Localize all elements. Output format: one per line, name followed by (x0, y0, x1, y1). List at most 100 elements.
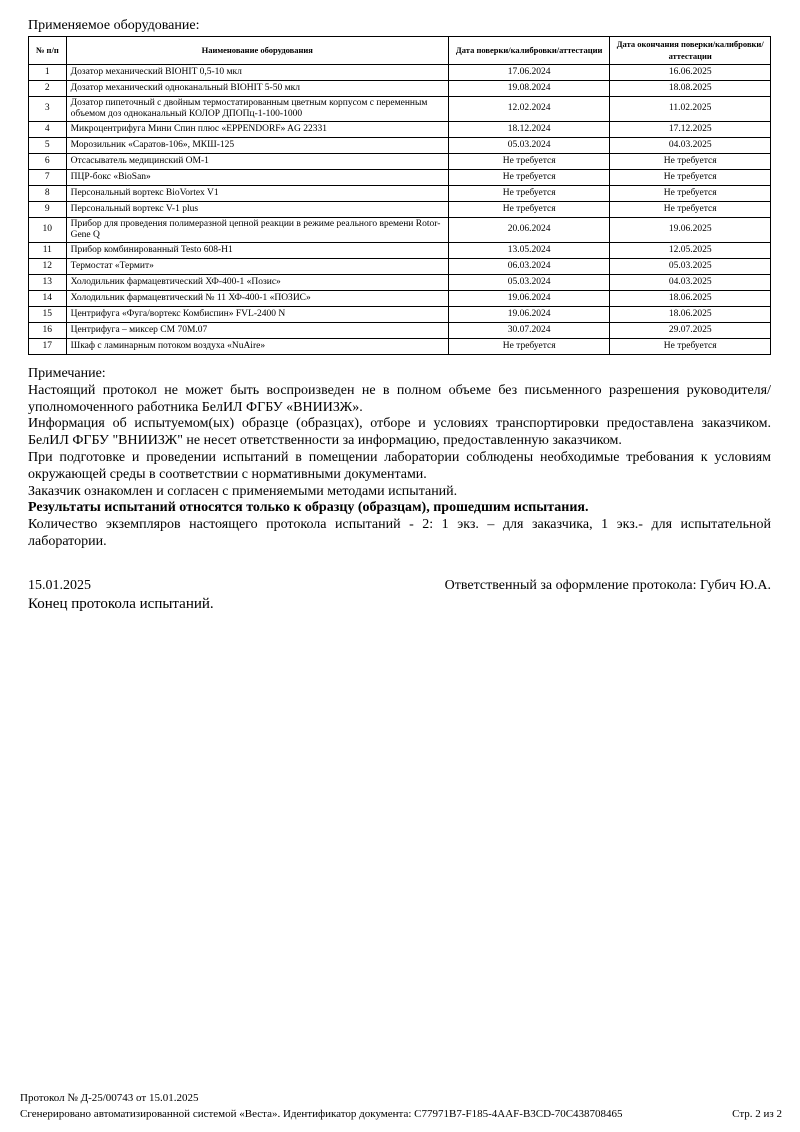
table-row: 14 Холодильник фармацевтический № 11 ХФ-4… (28, 290, 771, 307)
row-number: 13 (28, 274, 67, 291)
row-number: 2 (28, 80, 67, 97)
expiry-date: Не требуется (609, 153, 771, 170)
expiry-date: Не требуется (609, 169, 771, 186)
row-number: 7 (28, 169, 67, 186)
verification-date: Не требуется (447, 338, 611, 355)
equipment-name: Центрифуга – миксер CM 70M.07 (65, 322, 449, 339)
row-number: 4 (28, 121, 67, 138)
expiry-date: 04.03.2025 (609, 274, 771, 291)
expiry-date: 16.06.2025 (609, 64, 771, 81)
row-number: 9 (28, 201, 67, 218)
verification-date: 19.08.2024 (447, 80, 611, 97)
equipment-name: Шкаф с ламинарным потоком воздуха «NuAir… (65, 338, 449, 355)
generated-by: Сгенерировано автоматизированной системо… (20, 1107, 623, 1120)
expiry-date: 12.05.2025 (609, 242, 771, 259)
verification-date: 19.06.2024 (447, 290, 611, 307)
row-number: 16 (28, 322, 67, 339)
signature-date: 15.01.2025 (28, 578, 91, 593)
note-paragraph: Настоящий протокол не может быть воспрои… (28, 382, 771, 415)
note-paragraph: Заказчик ознакомлен и согласен с применя… (28, 483, 458, 499)
table-row: 12 Термостат «Термит» 06.03.2024 05.03.2025 (28, 258, 771, 275)
equipment-name: Термостат «Термит» (65, 258, 449, 275)
equipment-name: ПЦР-бокс «BioSan» (65, 169, 449, 186)
equipment-name: Микроцентрифуга Мини Спин плюс «EPPENDOR… (65, 121, 449, 138)
equipment-name: Персональный вортекс BioVortex V1 (65, 185, 449, 202)
table-row: 8 Персональный вортекс BioVortex V1 Не тре… (28, 185, 771, 202)
verification-date: 30.07.2024 (447, 322, 611, 339)
equipment-table: № п/п Наименование оборудования Дата повер… (28, 36, 771, 355)
equipment-name: Отсасыватель медицинский ОМ-1 (65, 153, 449, 170)
row-number: 1 (28, 64, 67, 81)
expiry-date: Не требуется (609, 201, 771, 218)
verification-date: 20.06.2024 (447, 217, 611, 243)
equipment-name: Персональный вортекс V-1 plus (65, 201, 449, 218)
table-row: 17 Шкаф с ламинарным потоком воздуха «NuA… (28, 338, 771, 355)
expiry-date: 17.12.2025 (609, 121, 771, 138)
equipment-name: Прибор комбинированный Testo 608-H1 (65, 242, 449, 259)
expiry-date: 18.06.2025 (609, 290, 771, 307)
verification-date: 17.06.2024 (447, 64, 611, 81)
verification-date: Не требуется (447, 169, 611, 186)
column-header: № п/п (28, 36, 67, 65)
table-row: 6 Отсасыватель медицинский ОМ-1 Не требует… (28, 153, 771, 170)
expiry-date: 04.03.2025 (609, 137, 771, 154)
row-number: 10 (28, 217, 67, 243)
verification-date: 05.03.2024 (447, 137, 611, 154)
table-row: 5 Морозильник «Саратов-106», МКШ-125 05.03… (28, 137, 771, 154)
verification-date: Не требуется (447, 201, 611, 218)
verification-date: 18.12.2024 (447, 121, 611, 138)
row-number: 15 (28, 306, 67, 323)
expiry-date: 11.02.2025 (609, 96, 771, 122)
verification-date: 06.03.2024 (447, 258, 611, 275)
protocol-number: Протокол № Д-25/00743 от 15.01.2025 (20, 1092, 199, 1104)
expiry-date: 18.08.2025 (609, 80, 771, 97)
note-paragraph: Информация об испытуемом(ых) образце (об… (28, 416, 771, 449)
table-row: 1 Дозатор механический BIOHIT 0,5-10 мкл 1… (28, 64, 771, 81)
expiry-date: 29.07.2025 (609, 322, 771, 339)
notes-heading: Примечание: (28, 366, 106, 381)
row-number: 12 (28, 258, 67, 275)
verification-date: 19.06.2024 (447, 306, 611, 323)
table-row: 16 Центрифуга – миксер CM 70M.07 30.07.202… (28, 322, 771, 339)
equipment-name: Дозатор пипеточный с двойным термостатир… (65, 96, 449, 122)
equipment-name: Прибор для проведения полимеразной цепно… (65, 217, 449, 243)
equipment-name: Центрифуга «Фуга/вортекс Комбиспин» FVL-… (65, 306, 449, 323)
column-header: Дата окончания поверки/калибровки/аттест… (609, 36, 771, 65)
responsible-person: Ответственный за оформление протокола: Г… (444, 578, 771, 593)
table-row: 11 Прибор комбинированный Testo 608-H1 13.… (28, 242, 771, 259)
row-number: 11 (28, 242, 67, 259)
note-paragraph: Результаты испытаний относятся только к … (28, 500, 589, 516)
note-paragraph: При подготовке и проведении испытаний в … (28, 449, 771, 482)
equipment-name: Холодильник фармацевтический ХФ-400-1 «П… (65, 274, 449, 291)
signature-block: 15.01.2025 Ответственный за оформление п… (28, 577, 771, 613)
expiry-date: 05.03.2025 (609, 258, 771, 275)
row-number: 8 (28, 185, 67, 202)
column-header: Дата поверки/калибровки/аттестации (447, 36, 611, 65)
column-header: Наименование оборудования (65, 36, 449, 65)
table-row: 7 ПЦР-бокс «BioSan» Не требуется Не требует… (28, 169, 771, 186)
expiry-date: Не требуется (609, 185, 771, 202)
equipment-name: Холодильник фармацевтический № 11 ХФ-400… (65, 290, 449, 307)
table-row: 10 Прибор для проведения полимеразной цеп… (28, 217, 771, 243)
equipment-name: Дозатор механический BIOHIT 0,5-10 мкл (65, 64, 449, 81)
table-row: 15 Центрифуга «Фуга/вортекс Комбиспин» FV… (28, 306, 771, 323)
page-footer: Протокол № Д-25/00743 от 15.01.2025 Сген… (20, 1091, 782, 1122)
table-row: 4 Микроцентрифуга Мини Спин плюс «EPPENDO… (28, 121, 771, 138)
row-number: 14 (28, 290, 67, 307)
expiry-date: 18.06.2025 (609, 306, 771, 323)
table-header: № п/п Наименование оборудования Дата повер… (28, 36, 771, 65)
verification-date: 13.05.2024 (447, 242, 611, 259)
table-row: 3 Дозатор пипеточный с двойным термостати… (28, 96, 771, 122)
equipment-name: Морозильник «Саратов-106», МКШ-125 (65, 137, 449, 154)
row-number: 6 (28, 153, 67, 170)
verification-date: 12.02.2024 (447, 96, 611, 122)
verification-date: Не требуется (447, 153, 611, 170)
note-paragraph: Количество экземпляров настоящего проток… (28, 517, 771, 549)
table-row: 13 Холодильник фармацевтический ХФ-400-1 … (28, 274, 771, 291)
row-number: 5 (28, 137, 67, 154)
section-title: Применяемое оборудование: (28, 18, 200, 33)
equipment-name: Дозатор механический одноканальный BIOHI… (65, 80, 449, 97)
verification-date: Не требуется (447, 185, 611, 202)
verification-date: 05.03.2024 (447, 274, 611, 291)
expiry-date: Не требуется (609, 338, 771, 355)
